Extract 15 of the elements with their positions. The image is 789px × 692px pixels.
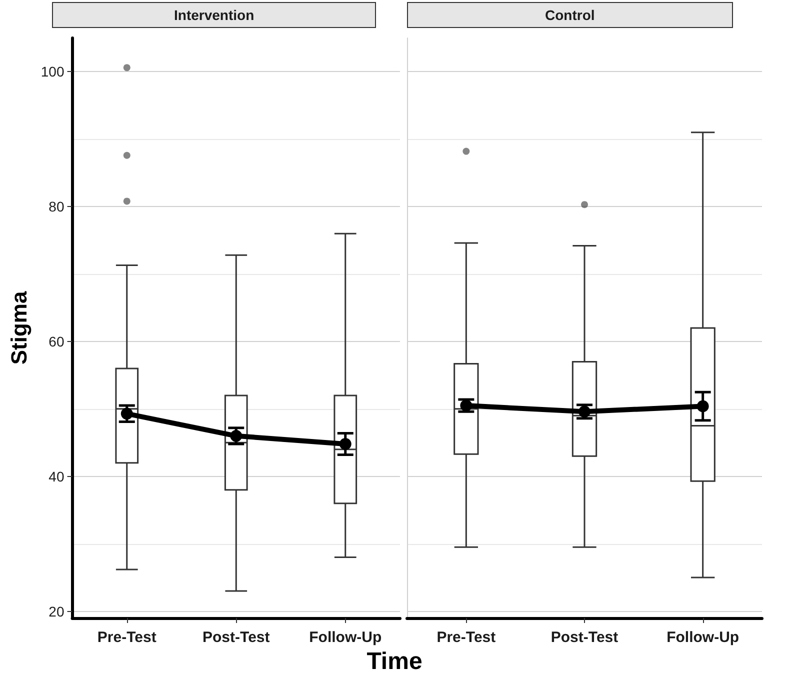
- y-tick-label: 20: [48, 603, 64, 620]
- x-tick-label: Pre-Test: [97, 629, 156, 646]
- y-axis-title: Stigma: [6, 290, 32, 365]
- x-tick-label: Follow-Up: [309, 629, 382, 646]
- y-tick-label: 60: [48, 333, 64, 350]
- chart-title: Control: [545, 7, 595, 23]
- x-tick-label: Post-Test: [550, 629, 618, 646]
- y-tick-label: 100: [40, 64, 64, 80]
- x-tick-label: Pre-Test: [436, 629, 496, 646]
- x-tick-label: Post-Test: [202, 629, 270, 646]
- y-tick-label: 80: [48, 198, 64, 215]
- x-tick-label: Follow-Up: [666, 629, 740, 646]
- chart-title: Intervention: [174, 7, 254, 23]
- x-axis-title: Time: [366, 648, 424, 676]
- y-tick-label: 40: [48, 468, 64, 484]
